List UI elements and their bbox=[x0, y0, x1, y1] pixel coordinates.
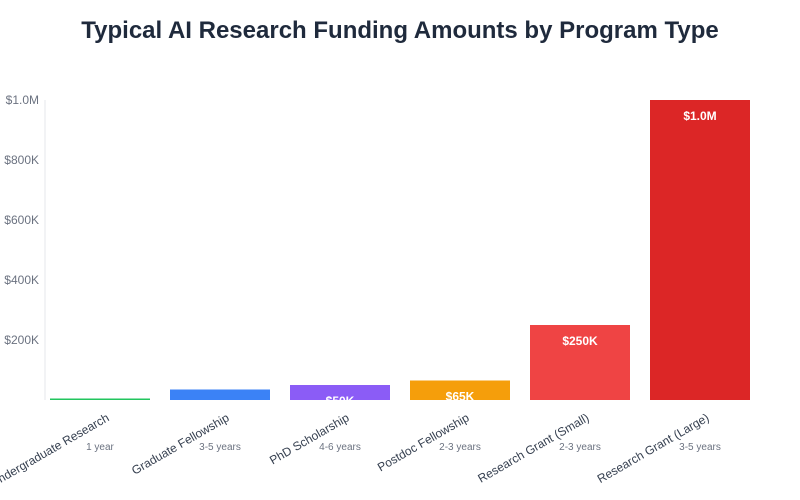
bar-undergraduate-research[interactable] bbox=[50, 398, 150, 401]
y-tick-label: $400K bbox=[4, 273, 39, 287]
bar-value-label: $250K bbox=[562, 334, 598, 348]
bar-value-labels: $5K $35K $50K $65K $250K $1.0M bbox=[89, 109, 717, 422]
x-tick-label: PhD Scholarship bbox=[267, 410, 352, 467]
chart-title: Typical AI Research Funding Amounts by P… bbox=[81, 17, 719, 44]
y-tick-label: $1.0M bbox=[6, 93, 39, 107]
bar-value-label: $65K bbox=[446, 390, 475, 404]
bars bbox=[50, 100, 750, 400]
y-tick-label: $800K bbox=[4, 153, 39, 167]
y-tick-label: $600K bbox=[4, 213, 39, 227]
y-tick-label: $200K bbox=[4, 333, 39, 347]
bar-value-label: $50K bbox=[326, 394, 355, 408]
bar-phd-scholarship[interactable] bbox=[290, 385, 390, 400]
bar-value-label: $35K bbox=[206, 399, 235, 413]
bar-research-grant-large[interactable] bbox=[650, 100, 750, 400]
duration-label: 2-3 years bbox=[439, 442, 481, 453]
y-axis: $200K $400K $600K $800K $1.0M bbox=[4, 93, 46, 400]
bar-research-grant-small[interactable] bbox=[530, 325, 630, 400]
bar-value-label: $1.0M bbox=[683, 109, 716, 123]
duration-label: 3-5 years bbox=[679, 442, 721, 453]
duration-label: 3-5 years bbox=[199, 442, 241, 453]
duration-label: 4-6 years bbox=[319, 442, 361, 453]
duration-label: 2-3 years bbox=[559, 442, 601, 453]
duration-labels: 1 year 3-5 years 4-6 years 2-3 years 2-3 yea… bbox=[86, 442, 721, 453]
bar-postdoc-fellowship[interactable] bbox=[410, 380, 510, 401]
bar-graduate-fellowship[interactable] bbox=[170, 389, 270, 401]
bar-value-label: $5K bbox=[89, 408, 111, 422]
duration-label: 1 year bbox=[86, 442, 114, 453]
